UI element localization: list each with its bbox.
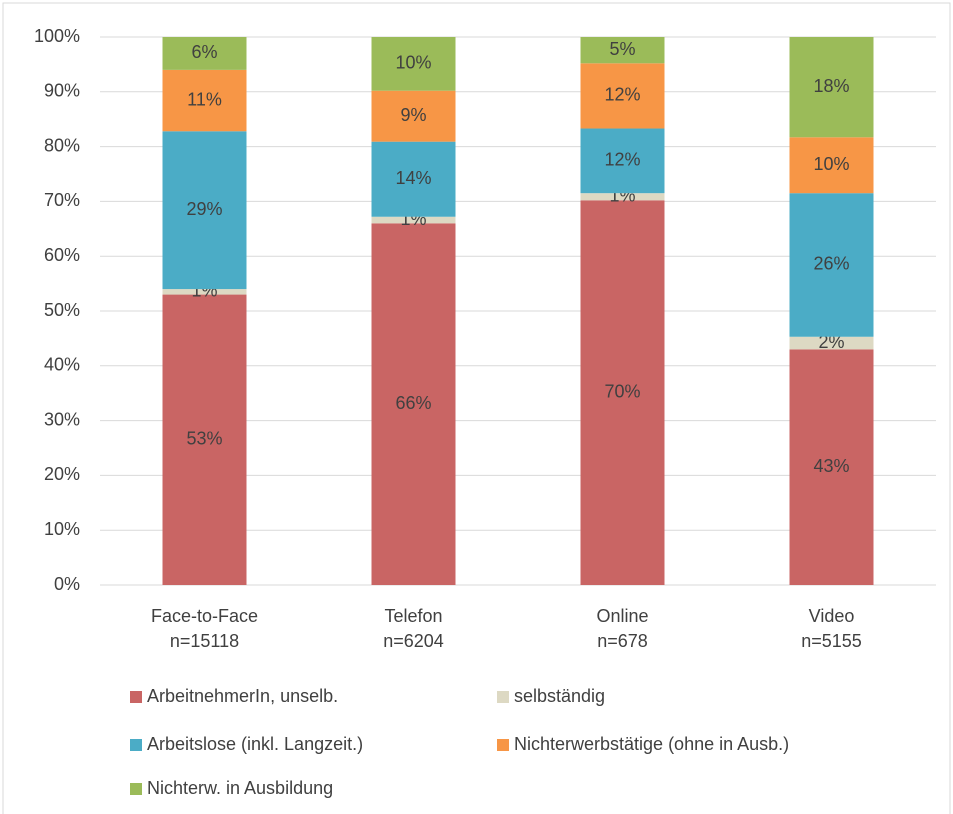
data-label: 18% (813, 76, 849, 96)
data-label: 10% (395, 53, 431, 73)
bar-segment (162, 37, 247, 70)
data-label: 5% (609, 39, 635, 59)
data-label: 53% (186, 429, 222, 449)
x-tick-label: Face-to-Face (151, 606, 258, 626)
y-tick-label: 70% (44, 190, 80, 210)
data-label: 43% (813, 456, 849, 476)
y-tick-label: 40% (44, 355, 80, 375)
x-tick-label: n=678 (597, 631, 648, 651)
bar-segment (580, 200, 665, 585)
y-tick-label: 50% (44, 300, 80, 320)
x-tick-label: n=5155 (801, 631, 862, 651)
x-tick-label: Online (596, 606, 648, 626)
data-label: 14% (395, 168, 431, 188)
x-tick-label: Telefon (384, 606, 442, 626)
data-label: 66% (395, 393, 431, 413)
legend-swatch (130, 783, 142, 795)
bar-segment (371, 37, 456, 91)
y-tick-label: 0% (54, 574, 80, 594)
bar-segment (789, 193, 874, 337)
data-label: 10% (813, 154, 849, 174)
bar-segment (789, 137, 874, 194)
bar-segment (371, 141, 456, 217)
bar-segment (162, 289, 247, 295)
y-tick-label: 60% (44, 245, 80, 265)
bar-segment (580, 37, 665, 64)
data-label: 2% (818, 332, 844, 352)
bar-segment (371, 216, 456, 224)
data-label: 9% (400, 105, 426, 125)
data-label: 29% (186, 199, 222, 219)
legend-swatch (497, 739, 509, 751)
legend-swatch (130, 691, 142, 703)
legend-label: ArbeitnehmerIn, unselb. (147, 686, 338, 706)
data-label: 6% (191, 42, 217, 62)
data-label: 12% (604, 150, 640, 170)
legend-label: Nichterwerbstätige (ohne in Ausb.) (514, 734, 789, 754)
y-tick-label: 20% (44, 464, 80, 484)
y-tick-label: 80% (44, 135, 80, 155)
bar-segment (162, 69, 247, 132)
bar-segment (580, 63, 665, 129)
y-tick-label: 10% (44, 519, 80, 539)
bar-segment (162, 131, 247, 290)
y-tick-label: 90% (44, 81, 80, 101)
bar-segment (371, 90, 456, 142)
data-label: 12% (604, 85, 640, 105)
legend-swatch (497, 691, 509, 703)
x-tick-label: n=6204 (383, 631, 444, 651)
data-label: 26% (813, 254, 849, 274)
bar-segment (162, 294, 247, 585)
y-tick-label: 30% (44, 409, 80, 429)
x-tick-label: n=15118 (170, 631, 239, 651)
legend-label: Arbeitslose (inkl. Langzeit.) (147, 734, 363, 754)
bar-segment (580, 128, 665, 194)
data-label: 11% (187, 89, 222, 109)
y-tick-label: 100% (34, 26, 80, 46)
bar-segment (371, 223, 456, 585)
bar-segment (789, 336, 874, 350)
legend-label: Nichterw. in Ausbildung (147, 778, 333, 798)
legend-swatch (130, 739, 142, 751)
data-label: 70% (604, 381, 640, 401)
bar-segment (789, 349, 874, 585)
legend-label: selbständig (514, 686, 605, 706)
x-tick-label: Video (809, 606, 855, 626)
bar-segment (789, 37, 874, 138)
bar-segment (580, 193, 665, 201)
